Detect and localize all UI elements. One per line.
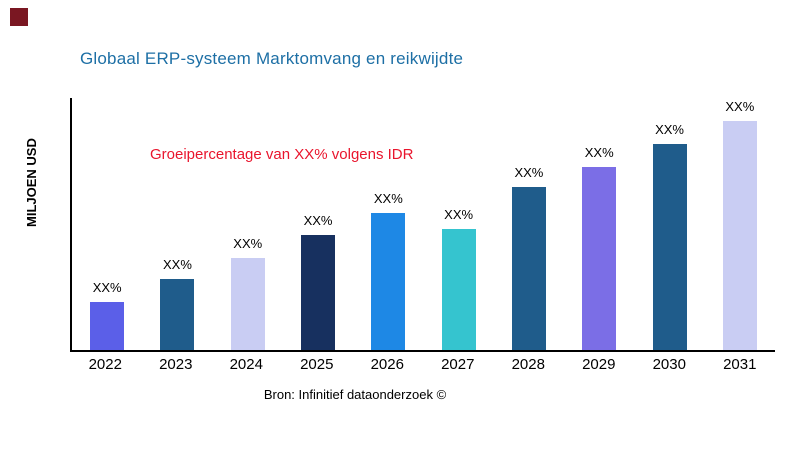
x-axis-tick-label: 2025 [300, 356, 334, 373]
x-axis-tick-label: 2028 [511, 356, 545, 373]
bar [722, 120, 757, 350]
x-axis-tick-label: 2030 [652, 356, 686, 373]
x-axis-tick-label: 2029 [582, 356, 616, 373]
bar-group-2025: XX% [283, 98, 353, 350]
chart-title: Globaal ERP-systeem Marktomvang en reikw… [80, 49, 464, 69]
bar-group-2030: XX% [634, 98, 704, 350]
bar-value-label: XX% [444, 206, 474, 222]
bar [301, 235, 336, 350]
bar-value-label: XX% [162, 256, 192, 272]
bar-value-label: XX% [233, 236, 263, 252]
x-axis-tick-label: 2024 [229, 356, 263, 373]
bar-group-2027: XX% [423, 98, 493, 350]
growth-annotation: Groeipercentage van XX% volgens IDR [150, 146, 414, 163]
bar-group-2031: XX% [705, 98, 775, 350]
bar-value-label: XX% [584, 144, 614, 160]
x-axis-tick-label: 2031 [723, 356, 757, 373]
source-attribution: Bron: Infinitief dataonderzoek © [263, 387, 447, 402]
bar-value-label: XX% [514, 165, 544, 181]
bar [230, 258, 265, 350]
x-axis-tick-label: 2026 [370, 356, 404, 373]
bar-value-label: XX% [92, 279, 122, 295]
bar [511, 187, 546, 350]
bar [371, 212, 406, 350]
bar-group-2023: XX% [142, 98, 212, 350]
x-axis-tick-label: 2022 [88, 356, 122, 373]
y-axis-label: MILJOEN USD [24, 138, 39, 228]
bar-group-2024: XX% [213, 98, 283, 350]
bar-group-2029: XX% [564, 98, 634, 350]
brand-corner-square [10, 8, 28, 26]
bar [441, 228, 476, 350]
x-axis-tick-label: 2023 [159, 356, 193, 373]
x-axis: 2022 2023 2024 2025 2026 2027 2028 2029 2030 2031 [70, 356, 775, 373]
plot-frame: XX% XX% XX% XX% XX% XX% XX% XX% XX% XX% [70, 98, 775, 352]
bar-group-2026: XX% [353, 98, 423, 350]
x-axis-tick-label: 2027 [441, 356, 475, 373]
bar-value-label: XX% [725, 98, 755, 114]
plot-area: XX% XX% XX% XX% XX% XX% XX% XX% XX% XX% [72, 98, 775, 350]
bar-value-label: XX% [373, 190, 403, 206]
bar-group-2028: XX% [494, 98, 564, 350]
bar [160, 278, 195, 350]
bar [90, 301, 125, 350]
bar [652, 143, 687, 350]
bar-value-label: XX% [303, 213, 333, 229]
bar [582, 166, 617, 350]
bar-group-2022: XX% [72, 98, 142, 350]
bar-value-label: XX% [655, 121, 684, 137]
